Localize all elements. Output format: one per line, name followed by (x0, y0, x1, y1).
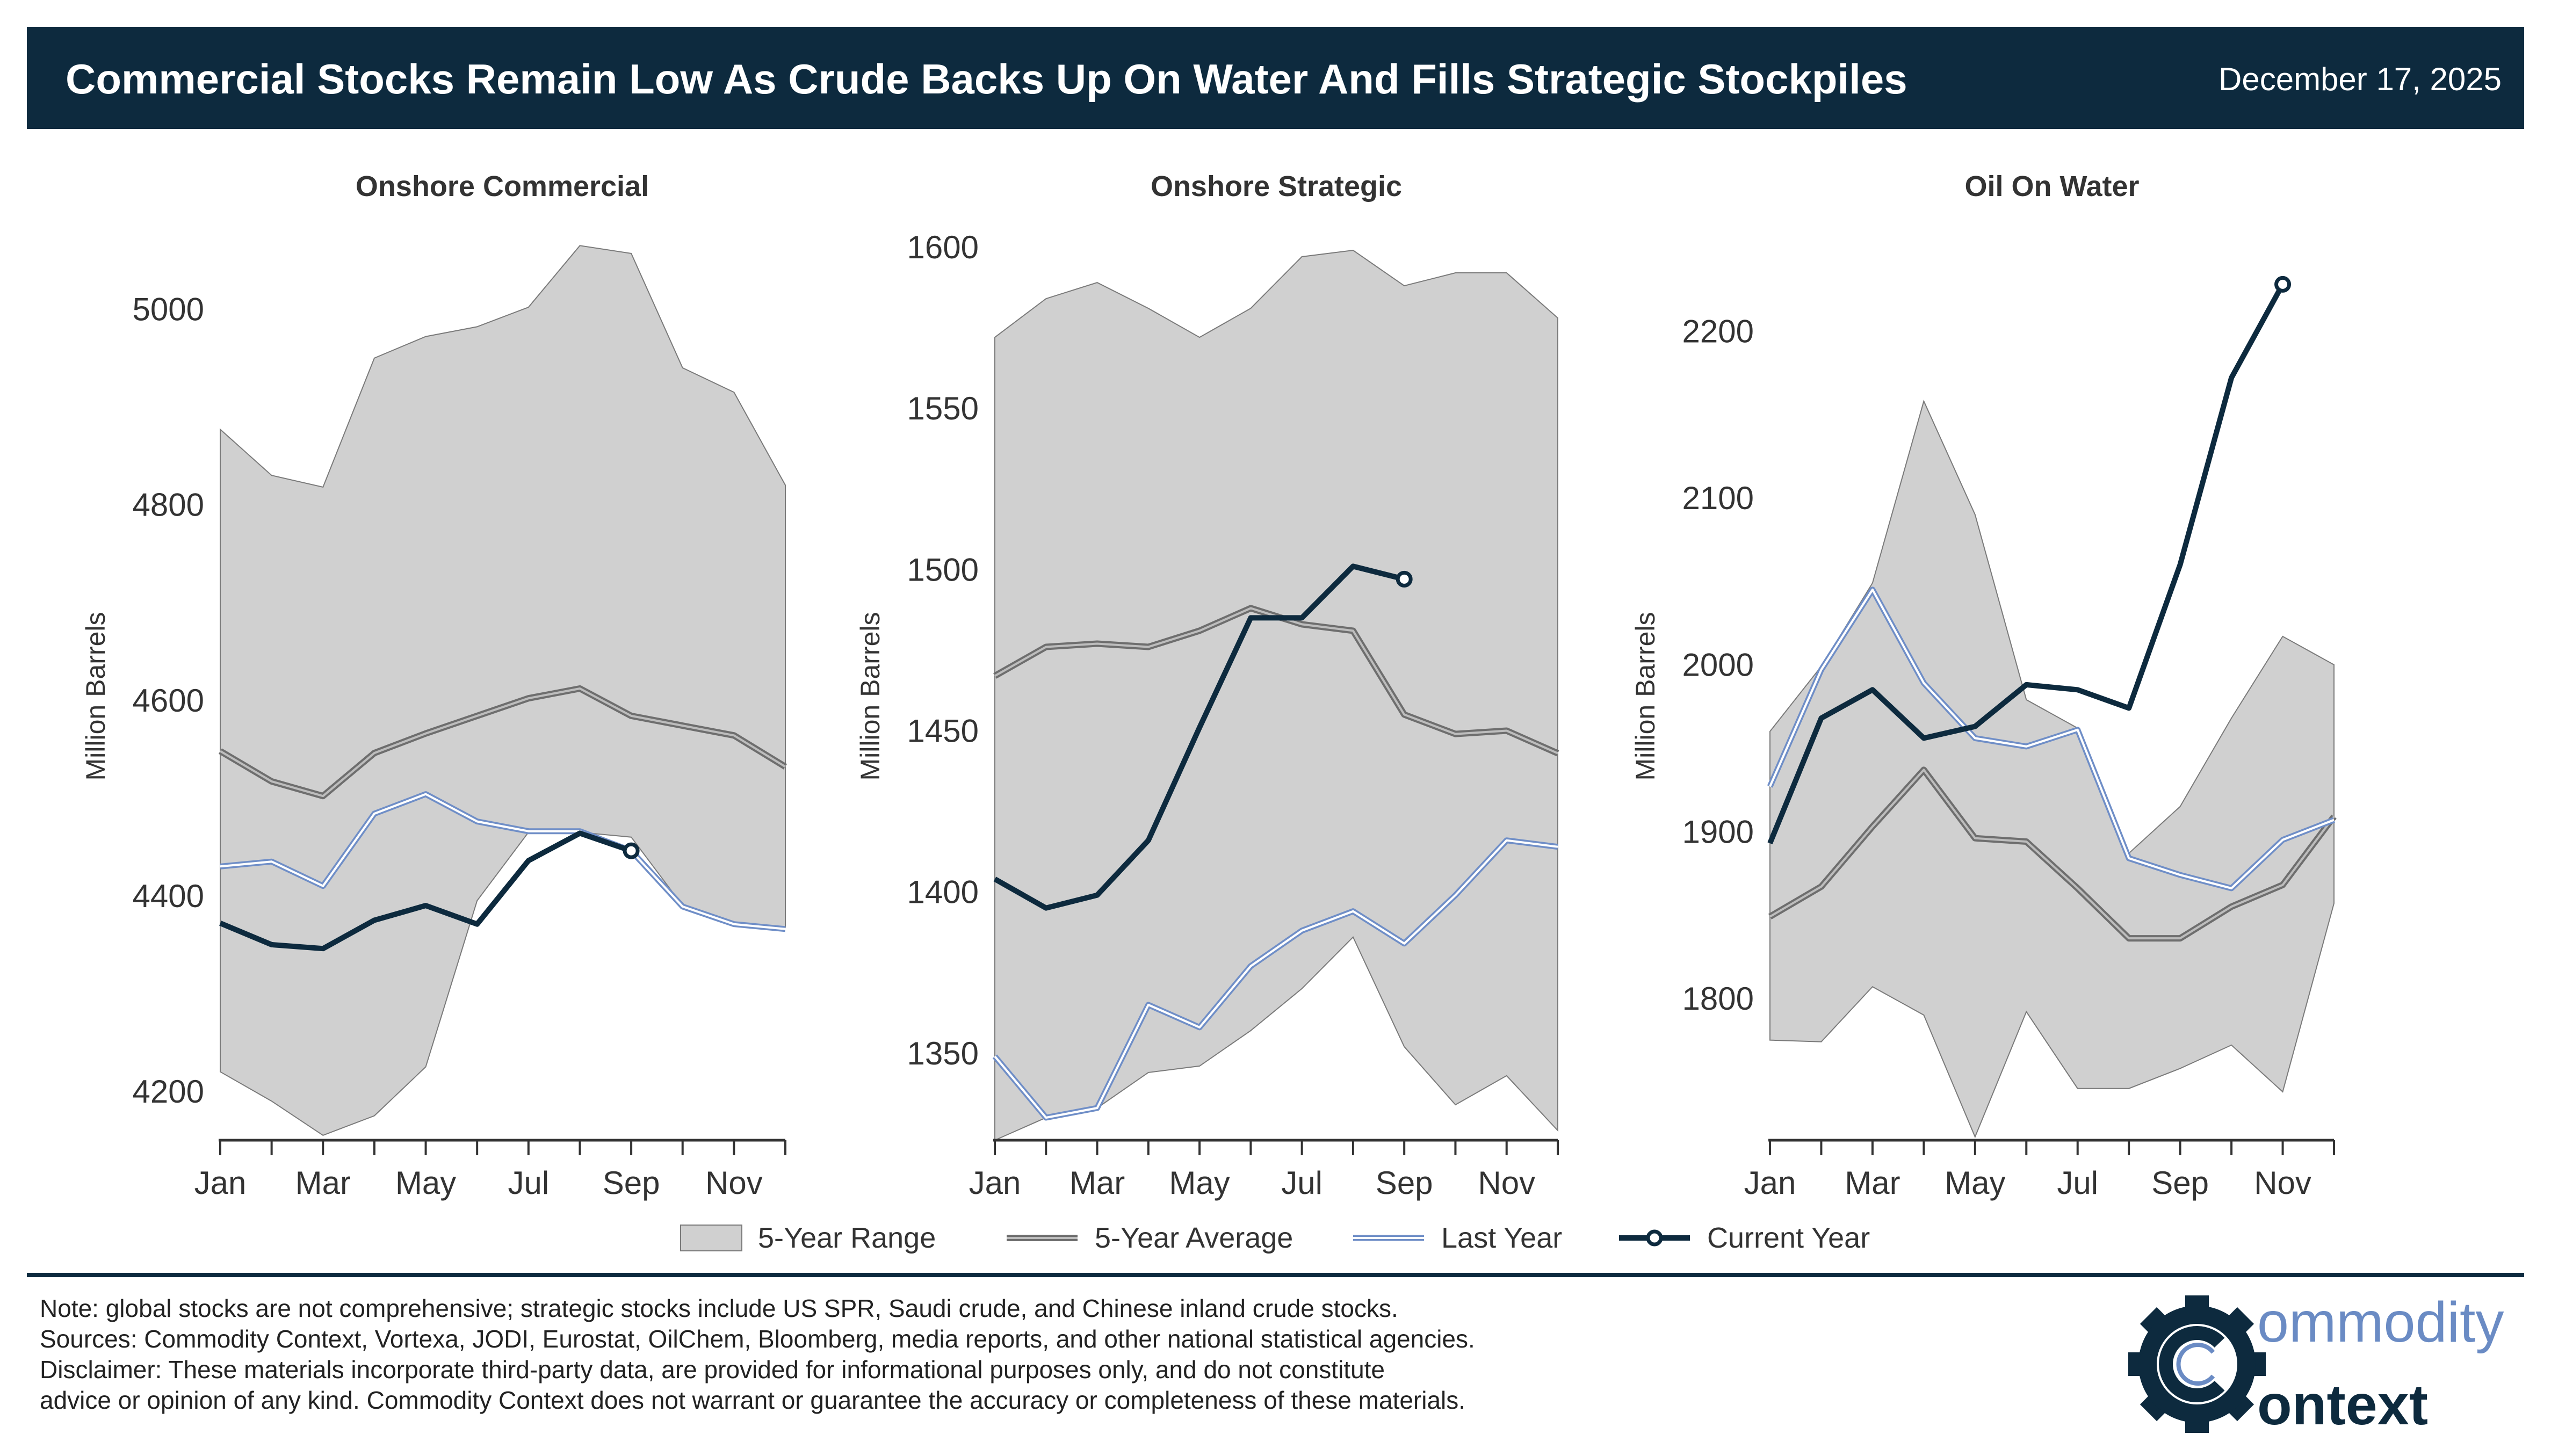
y-tick-label: 1450 (907, 713, 979, 749)
x-tick-label: Nov (1478, 1165, 1535, 1201)
note-line: Note: global stocks are not comprehensiv… (40, 1294, 1398, 1322)
current-year-line (1767, 282, 2285, 844)
panel-title: Oil On Water (1964, 170, 2139, 202)
panel-title: Onshore Strategic (1151, 170, 1402, 202)
five-year-average-line-inner (1769, 769, 2335, 940)
x-tick-label: Sep (603, 1165, 660, 1201)
x-tick-label: Mar (295, 1165, 351, 1201)
legend-average-swatch (1007, 1235, 1078, 1241)
footer-rule (27, 1273, 2524, 1277)
five-year-range-band (994, 249, 1558, 1141)
y-tick-label: 1400 (907, 874, 979, 910)
legend-range-swatch (680, 1225, 742, 1251)
chart-panel-1: Onshore Commercial Million Barrels Jan Mar M… (81, 170, 787, 1201)
legend-last-year-label: Last Year (1441, 1222, 1563, 1254)
chart-date: December 17, 2025 (2218, 61, 2502, 97)
y-axis-label: Million Barrels (1630, 612, 1660, 781)
y-tick-label: 1500 (907, 552, 979, 588)
x-tick-label: Nov (705, 1165, 763, 1201)
current-year-endpoint-marker (2274, 276, 2292, 293)
x-tick-label: Mar (1845, 1165, 1900, 1201)
sources-line: Sources: Commodity Context, Vortexa, JOD… (40, 1325, 1475, 1353)
y-tick-label: 1800 (1682, 981, 1754, 1017)
x-tick-label: May (395, 1165, 456, 1201)
last-year-line-inner (220, 793, 786, 930)
y-tick-label: 4600 (133, 683, 204, 719)
footer-notes: Note: global stocks are not comprehensiv… (40, 1293, 2081, 1416)
disclaimer-line: Disclaimer: These materials incorporate … (40, 1356, 1385, 1383)
y-tick-label: 1600 (907, 229, 979, 265)
current-year-endpoint-marker (1396, 570, 1413, 588)
chart-title: Commercial Stocks Remain Low As Crude Ba… (66, 55, 1907, 103)
y-axis-label: Million Barrels (855, 612, 885, 781)
x-tick-label: Sep (1376, 1165, 1433, 1201)
x-tick-label: Jan (194, 1165, 247, 1201)
y-tick-label: 4400 (133, 878, 204, 914)
logo-text-bottom: ontext (2257, 1373, 2428, 1437)
last-year-line-inner (994, 839, 1558, 1119)
x-tick-label: Jul (2057, 1165, 2098, 1201)
charts-area: Onshore Commercial Million Barrels Jan Mar M… (81, 170, 2337, 1201)
legend-current-year-swatch (1619, 1229, 1690, 1247)
commodity-context-logo: ommodity ontext (2128, 1291, 2504, 1437)
five-year-average-line-inner (219, 687, 786, 798)
legend-average: 5-Year Average (1004, 1219, 1293, 1257)
x-tick-label: Sep (2151, 1165, 2209, 1201)
chart-panel-2: Onshore Strategic Million Barrels Jan Mar Ma… (855, 170, 1559, 1201)
x-tick-label: Jan (1744, 1165, 1796, 1201)
legend-current-year: Current Year (1617, 1219, 1870, 1257)
title-banner: Commercial Stocks Remain Low As Crude Ba… (27, 27, 2524, 129)
y-tick-label: 4200 (133, 1074, 204, 1110)
x-tick-label: May (1945, 1165, 2005, 1201)
current-year-line (993, 563, 1405, 911)
x-tick-label: May (1169, 1165, 1230, 1201)
x-tick-label: Jul (508, 1165, 549, 1201)
five-year-range-band (220, 245, 786, 1136)
legend-range-label: 5-Year Range (758, 1222, 936, 1254)
disclaimer-line-2: advice or opinion of any kind. Commodity… (40, 1386, 1466, 1414)
legend-average-label: 5-Year Average (1095, 1222, 1293, 1254)
legend-current-year-label: Current Year (1707, 1222, 1870, 1254)
current-year-endpoint-marker (623, 842, 640, 859)
last-year-line-inner (1769, 588, 2335, 889)
current-year-line (219, 830, 632, 952)
chart-panel-3: Oil On Water Million Barrels Jan Mar May Jul S… (1630, 170, 2337, 1201)
y-axis-label: Million Barrels (81, 612, 111, 781)
gear-icon (2128, 1295, 2266, 1433)
y-tick-label: 1350 (907, 1035, 979, 1071)
legend-last-year: Last Year (1351, 1219, 1562, 1257)
x-tick-label: Mar (1069, 1165, 1125, 1201)
y-tick-label: 4800 (133, 487, 204, 523)
x-tick-label: Jan (969, 1165, 1021, 1201)
x-tick-label: Jul (1281, 1165, 1323, 1201)
legend-range: 5-Year Range (680, 1219, 936, 1257)
y-tick-label: 5000 (133, 292, 204, 328)
five-year-range-band (1769, 399, 2335, 1139)
y-tick-label: 2000 (1682, 647, 1754, 683)
x-tick-label: Nov (2254, 1165, 2311, 1201)
y-tick-label: 1550 (907, 390, 979, 426)
y-tick-label: 2100 (1682, 480, 1754, 516)
y-tick-label: 2200 (1682, 313, 1754, 349)
y-tick-label: 1900 (1682, 814, 1754, 850)
logo-text-top: ommodity (2257, 1291, 2504, 1354)
panel-title: Onshore Commercial (356, 170, 649, 202)
legend-last-year-swatch (1353, 1235, 1424, 1241)
